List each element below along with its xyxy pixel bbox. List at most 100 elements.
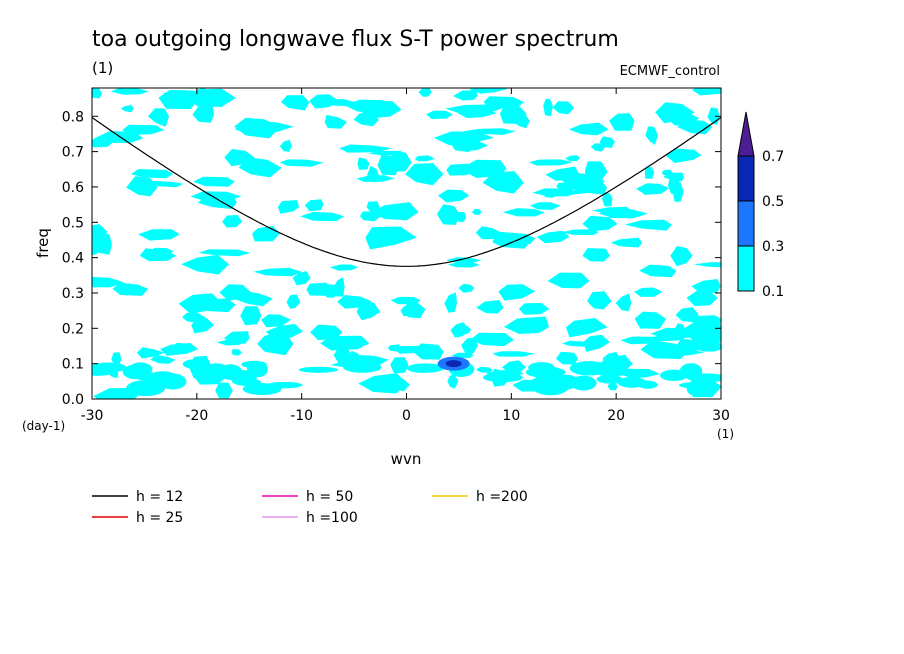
contour-patch (555, 351, 579, 365)
x-tick-label: 20 (607, 408, 625, 424)
contour-patch (444, 292, 458, 313)
contour-patch (615, 293, 632, 312)
contour-patch (636, 185, 654, 192)
contour-patch (160, 343, 199, 356)
contour-patch (529, 159, 573, 166)
contour-patch (665, 148, 702, 163)
contour-patch (253, 267, 303, 277)
x-tick-label: -20 (185, 408, 208, 424)
contour-patch (216, 339, 245, 346)
y-tick-label: 0.8 (62, 109, 84, 125)
colorbar-label: 0.7 (762, 149, 784, 165)
colorbar-label: 0.1 (762, 284, 784, 300)
contour-patch (197, 195, 237, 209)
x-unit-label: (1) (717, 427, 734, 441)
contour-patch (286, 294, 301, 309)
contour-patch (617, 377, 647, 388)
contour-patch (601, 192, 613, 207)
y-tick-label: 0.1 (62, 357, 84, 373)
contour-patch (458, 283, 475, 293)
contour-patch (222, 215, 243, 228)
contour-patch (333, 347, 352, 364)
contour-patch (292, 271, 311, 286)
contour-patch (300, 211, 345, 222)
contour-patch (587, 291, 612, 310)
legend-label: h =200 (476, 489, 528, 505)
contour-patch (405, 163, 444, 186)
contour-patch (471, 209, 482, 215)
contour-patch (673, 323, 686, 341)
contour-patch (324, 114, 347, 129)
contour-patch (530, 202, 561, 210)
contour-patch (147, 371, 178, 385)
contour-patch (232, 291, 273, 307)
colorbar-segment (737, 245, 755, 292)
contour-patch (482, 171, 524, 194)
contour-patch (670, 246, 693, 267)
contour-patch (261, 314, 291, 328)
contour-patch (475, 226, 502, 240)
contour-patch (406, 363, 445, 373)
contour-patch (602, 141, 614, 149)
x-tick-label: 10 (502, 408, 520, 424)
contour-patch (215, 382, 233, 399)
contour-patch (126, 380, 166, 397)
contour-patch (461, 337, 479, 355)
contour-patch (309, 98, 357, 107)
contour-patch (493, 231, 536, 245)
contour-patch (246, 363, 261, 374)
contour-patch (447, 374, 459, 389)
y-unit-label: (day-1) (22, 419, 65, 433)
contour-patch (693, 262, 721, 268)
contour-patch (182, 359, 209, 370)
contour-patch (111, 352, 122, 366)
contour-patch (370, 202, 419, 221)
contour-patch (242, 121, 294, 132)
chart-subtitle: (1) (92, 59, 113, 77)
contour-patch (238, 157, 282, 178)
x-tick-label: 30 (712, 408, 730, 424)
contour-patch (678, 382, 708, 389)
contour-patch (414, 155, 436, 162)
contour-patch (453, 325, 472, 335)
contour-patch (92, 137, 113, 148)
y-tick-label: 0.4 (62, 251, 84, 267)
contour-patch (634, 311, 667, 329)
contour-patch (618, 368, 660, 378)
contour-patch (482, 372, 523, 383)
contour-patch (675, 307, 699, 323)
dispersion-curves (92, 117, 721, 267)
contour-patch (609, 113, 635, 131)
contour-patch (583, 334, 610, 352)
contour-patch (112, 282, 149, 296)
contour-patch (504, 316, 550, 334)
y-tick-label: 0.5 (62, 215, 84, 231)
legend-label: h = 25 (136, 510, 183, 526)
contour-patch (645, 126, 658, 145)
contour-patch (547, 272, 590, 289)
contour-patch (492, 351, 535, 357)
contour-patch (570, 375, 597, 391)
contour-patch (279, 139, 292, 152)
contour-patch (680, 319, 721, 341)
contour-patch (644, 166, 655, 179)
colorbar-segment (737, 200, 755, 247)
contour-patch (543, 192, 558, 198)
contour-patch (131, 169, 173, 179)
contour-patch (634, 287, 663, 297)
contour-patch (92, 362, 127, 373)
contour-patch (304, 199, 324, 212)
contour-patch (660, 369, 688, 381)
y-tick-label: 0.2 (62, 321, 84, 337)
contour-patch (147, 108, 170, 127)
contour-patch (110, 88, 149, 95)
contour-patch (445, 104, 502, 114)
contour-patch (448, 262, 480, 268)
contour-patch (339, 144, 393, 153)
contour-patch (470, 332, 514, 347)
contour-patch (565, 155, 581, 162)
contour-patch (343, 361, 382, 373)
contour-patch (240, 306, 262, 326)
axis-ticks: -30 -20 -10 0 10 20 30 0.0 0.1 0.2 0.3 0.4 0.5 0.6 0.7… (62, 88, 730, 424)
